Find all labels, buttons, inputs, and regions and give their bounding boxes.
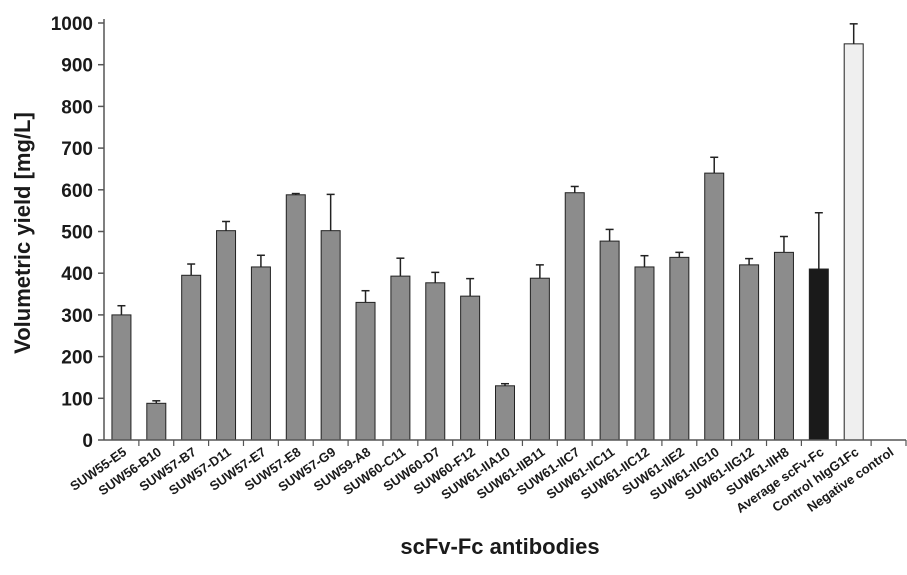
y-tick-label: 500 bbox=[61, 223, 93, 244]
bar bbox=[704, 172, 725, 441]
bar bbox=[425, 282, 446, 441]
bar bbox=[460, 295, 481, 441]
y-tick-label: 0 bbox=[82, 431, 93, 452]
y-tick-label: 600 bbox=[61, 181, 93, 202]
bar bbox=[495, 385, 515, 441]
bar bbox=[355, 301, 376, 441]
bar bbox=[808, 268, 829, 441]
bar bbox=[843, 43, 864, 441]
y-tick-label: 800 bbox=[61, 97, 93, 118]
y-tick-label: 100 bbox=[61, 389, 93, 410]
bar bbox=[599, 240, 620, 441]
y-tick-label: 200 bbox=[61, 348, 93, 369]
y-tick-label: 1000 bbox=[51, 14, 93, 35]
bar bbox=[216, 230, 237, 441]
y-tick-label: 700 bbox=[61, 139, 93, 160]
bar bbox=[669, 256, 690, 441]
bar bbox=[390, 275, 411, 441]
x-axis-ticks: SUW55-E5SUW56-B10SUW57-B7SUW57-D11SUW57-… bbox=[67, 440, 907, 516]
bar bbox=[181, 274, 202, 441]
y-tick-label: 900 bbox=[61, 56, 93, 77]
bar bbox=[285, 194, 306, 441]
y-axis-ticks: 0 100 200 300 400 500 600 700 800 900 1000 bbox=[51, 14, 104, 452]
y-tick-label: 300 bbox=[61, 306, 93, 327]
bar bbox=[739, 264, 760, 441]
y-tick-label: 400 bbox=[61, 264, 93, 285]
bars bbox=[111, 43, 864, 441]
x-axis-title: scFv-Fc antibodies bbox=[400, 534, 599, 559]
bar bbox=[250, 266, 271, 441]
bar bbox=[564, 192, 585, 441]
bar bbox=[146, 402, 167, 441]
bar bbox=[320, 230, 341, 441]
bar bbox=[634, 266, 655, 441]
y-axis-title: Volumetric yield [mg/L] bbox=[10, 112, 35, 354]
error-bars bbox=[117, 23, 858, 404]
bar bbox=[529, 277, 550, 441]
bar bbox=[111, 314, 132, 441]
bar bbox=[773, 251, 794, 441]
